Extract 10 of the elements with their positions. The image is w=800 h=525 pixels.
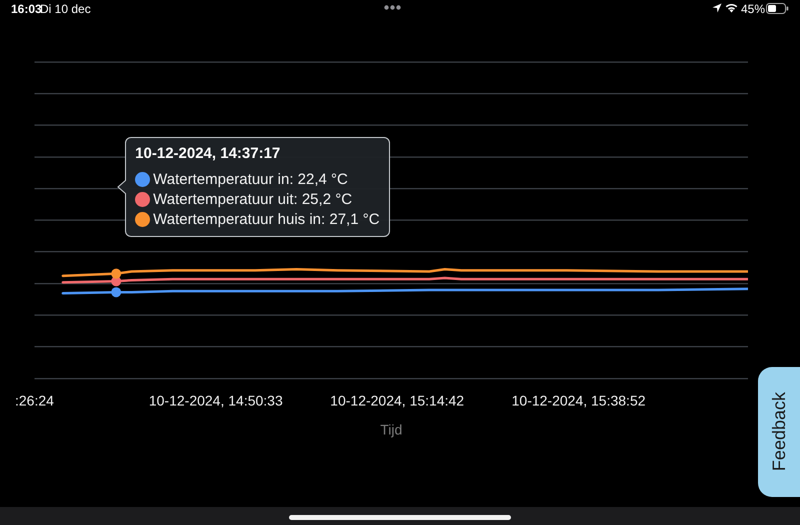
x-tick-label: :26:24 xyxy=(14,392,54,409)
x-axis-title: Tijd xyxy=(380,421,402,438)
x-tick-label: 10-12-2024, 14:50:33 xyxy=(148,392,283,409)
tooltip: 10-12-2024, 14:37:17 Watertemperatuur in: 22,4 °C Watertemperatuur uit: 25,2 °C Watertemperatuur huis in: 27,1 °C xyxy=(117,137,390,237)
text: Di 10 dec xyxy=(40,2,91,16)
x-tick-label: 10-12-2024, 15:14:42 xyxy=(330,392,464,409)
text: 16:03 xyxy=(11,2,42,16)
text: 45% xyxy=(741,2,766,16)
x-tick-label: 10-12-2024, 15:38:52 xyxy=(512,392,646,409)
feedback-button[interactable]: Feedback xyxy=(758,367,800,497)
